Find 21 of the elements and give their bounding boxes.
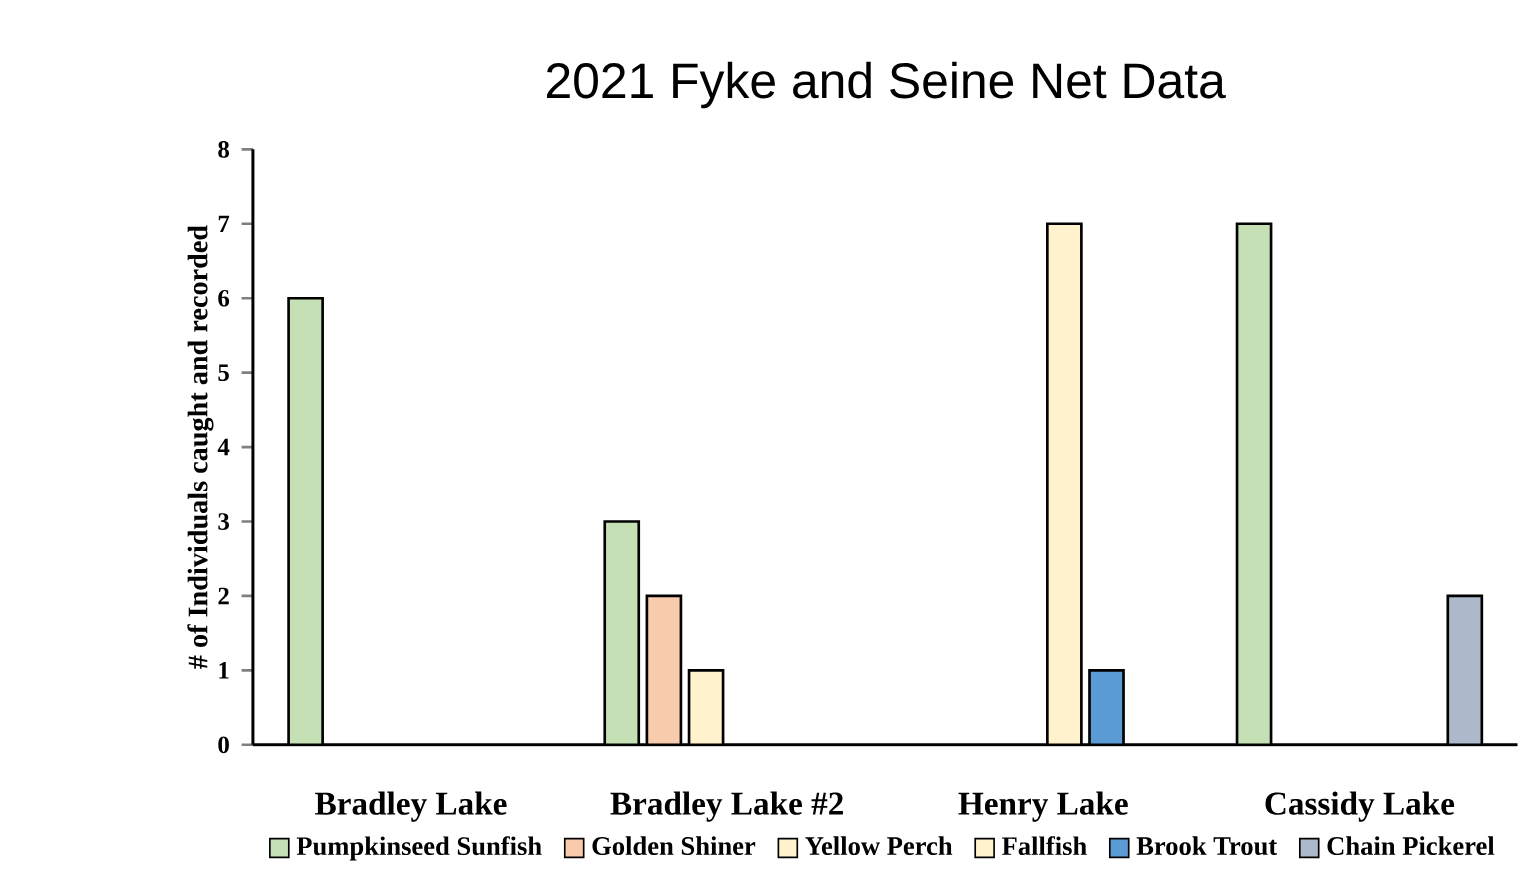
legend-label: Golden Shiner <box>592 836 756 855</box>
y-tick-label: 7 <box>218 215 230 232</box>
y-tick-label: 3 <box>218 513 229 530</box>
chart-title: 2021 Fyke and Seine Net Data <box>547 61 1226 109</box>
x-tick-label: Bradley Lake #2 <box>610 791 843 822</box>
x-tick-label: Henry Lake <box>958 791 1128 822</box>
legend-label: Pumpkinseed Sunfish <box>296 836 542 861</box>
y-tick-label: 5 <box>218 364 229 381</box>
y-tick-label: 2 <box>218 587 229 605</box>
y-tick-label: 8 <box>218 140 229 158</box>
legend-label: Brook Trout <box>1136 836 1278 855</box>
y-tick-label: 0 <box>218 736 229 754</box>
y-tick-label: 4 <box>217 438 230 456</box>
y-tick-label: 1 <box>219 662 229 679</box>
legend-label: Fallfish <box>1002 836 1087 856</box>
legend-label: Chain Pickerel <box>1327 836 1495 855</box>
x-tick-label: Cassidy Lake <box>1265 791 1455 822</box>
y-tick-label: 6 <box>218 289 230 307</box>
x-tick-label: Bradley Lake <box>315 791 507 822</box>
y-axis-title: # of Individuals caught and recorded <box>187 225 214 669</box>
legend-label: Yellow Perch <box>805 836 953 855</box>
